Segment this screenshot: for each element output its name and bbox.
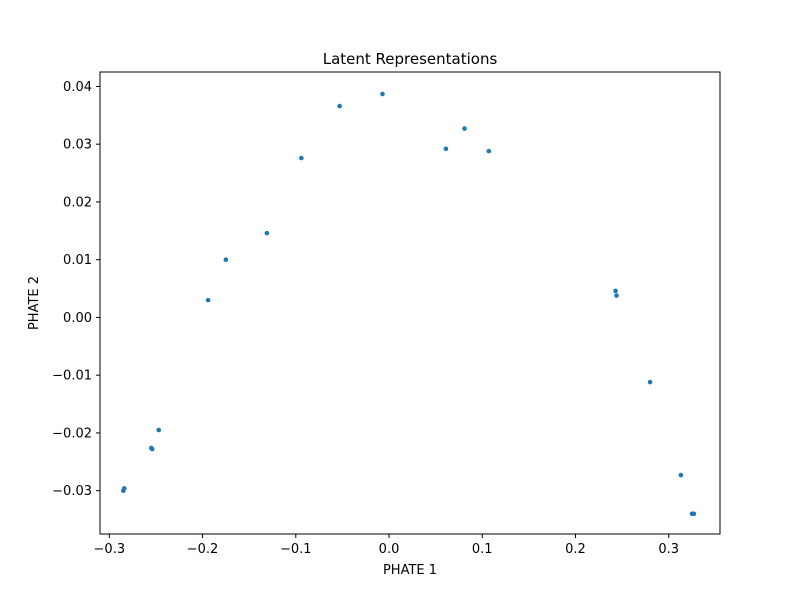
- y-axis-title: PHATE 2: [27, 276, 42, 330]
- x-tick-label: −0.3: [94, 542, 126, 557]
- data-point: [156, 427, 162, 433]
- y-tick-label: 0.01: [63, 253, 92, 268]
- data-point: [647, 379, 653, 385]
- x-tick-label: 0.1: [472, 542, 493, 557]
- y-tick-label: 0.03: [63, 138, 92, 153]
- data-point: [337, 103, 342, 109]
- data-point: [380, 91, 385, 97]
- x-tick-label: 0.3: [658, 542, 679, 557]
- y-tick-label: 0.02: [63, 195, 92, 210]
- data-point: [264, 230, 270, 236]
- y-tick-label: −0.02: [52, 426, 92, 441]
- data-point: [299, 155, 304, 161]
- data-point: [678, 472, 684, 478]
- y-tick-label: 0.04: [63, 80, 92, 95]
- data-point: [486, 148, 492, 154]
- y-tick-label: −0.01: [52, 369, 92, 384]
- y-axis: −0.03 −0.02 −0.01 0.00 0.01 0.02 0.03 0.04: [52, 80, 100, 499]
- data-point: [462, 126, 467, 131]
- x-tick-label: −0.1: [280, 542, 312, 557]
- data-point: [149, 446, 155, 452]
- data-point: [613, 288, 618, 294]
- x-tick-label: −0.2: [187, 542, 219, 557]
- data-point: [614, 293, 619, 298]
- chart-title: Latent Representations: [323, 50, 498, 68]
- data-point: [691, 511, 697, 517]
- data-point: [205, 297, 211, 303]
- plot-frame: [99, 71, 721, 535]
- x-axis-title: PHATE 1: [383, 563, 437, 578]
- data-point: [121, 486, 127, 491]
- data-point: [223, 257, 229, 262]
- data-point: [443, 146, 449, 152]
- x-tick-label: 0.2: [565, 542, 586, 557]
- x-axis: −0.3 −0.2 −0.1 0.0 0.1 0.2 0.3: [94, 534, 679, 557]
- x-tick-label: 0.0: [379, 542, 400, 557]
- y-tick-label: 0.00: [63, 311, 92, 326]
- data-points: [121, 91, 697, 517]
- y-tick-label: −0.03: [52, 484, 92, 499]
